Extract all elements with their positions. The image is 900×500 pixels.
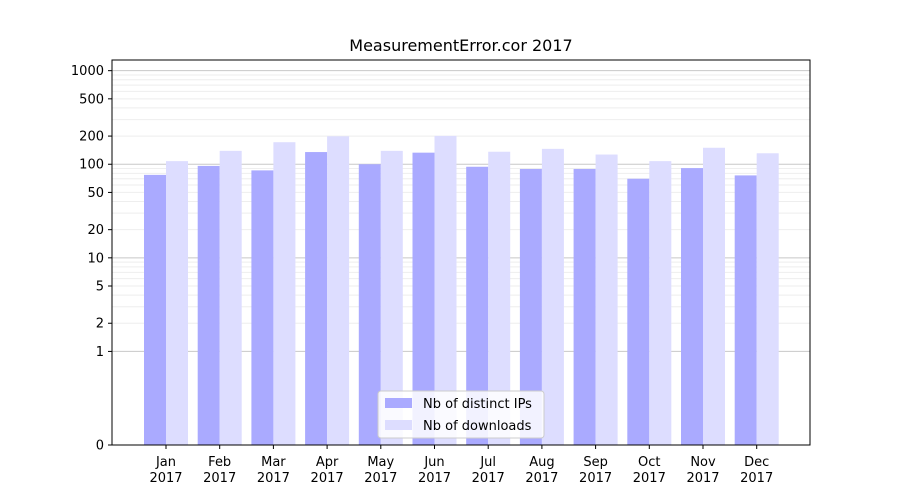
bar-downloads <box>434 135 457 446</box>
x-tick-label: Apr 2017 <box>311 455 344 486</box>
bar-downloads <box>649 161 672 445</box>
y-tick-label: 5 <box>96 280 104 295</box>
legend: Nb of distinct IPs Nb of downloads <box>377 390 545 439</box>
bar-downloads <box>273 142 296 445</box>
bar-downloads <box>488 151 511 445</box>
y-tick-label: 10 <box>87 251 104 266</box>
y-tick-label: 2 <box>96 317 104 332</box>
plot-frame <box>111 59 811 446</box>
legend-frame <box>377 390 545 439</box>
x-tick-label: Aug 2017 <box>525 455 558 486</box>
bar-downloads <box>327 136 350 446</box>
bar-distinct-ips <box>412 152 435 445</box>
bar-downloads <box>166 161 188 445</box>
legend-swatch-downloads <box>385 420 412 430</box>
bar-downloads <box>541 148 564 445</box>
bar-distinct-ips <box>144 174 166 445</box>
bar-distinct-ips <box>573 168 596 445</box>
bar-distinct-ips <box>251 170 274 445</box>
x-tick-label: Oct 2017 <box>633 455 666 486</box>
bar-distinct-ips <box>305 152 328 445</box>
bars <box>144 135 779 446</box>
x-axis-ticks: Jan 2017 Feb 2017 Mar 2017 Apr 2017 May 2017 Jun 20… <box>149 445 773 486</box>
bar-downloads <box>380 150 403 445</box>
y-tick-label: 20 <box>87 223 104 238</box>
bar-distinct-ips <box>681 168 703 445</box>
bar-distinct-ips <box>519 168 542 445</box>
y-tick-label: 1 <box>96 345 104 360</box>
x-tick-label: Jul 2017 <box>472 455 505 486</box>
x-tick-label: Mar 2017 <box>257 455 290 486</box>
bar-distinct-ips <box>466 166 489 446</box>
bar-distinct-ips <box>358 164 381 445</box>
y-tick-label: 100 <box>79 158 104 173</box>
x-tick-label: May 2017 <box>364 455 397 486</box>
chart-title: MeasurementError.cor 2017 <box>349 36 572 55</box>
bar-downloads <box>595 154 618 445</box>
bar-distinct-ips <box>734 175 757 445</box>
bar-distinct-ips <box>627 178 650 446</box>
x-tick-label: Dec 2017 <box>740 455 773 486</box>
legend-label-downloads: Nb of downloads <box>423 419 532 434</box>
y-tick-label: 0 <box>96 439 104 454</box>
x-tick-label: Jan 2017 <box>149 455 182 486</box>
x-tick-label: Jun 2017 <box>418 455 451 486</box>
x-tick-label: Sep 2017 <box>579 455 612 486</box>
bar-downloads <box>219 150 242 445</box>
bar-downloads <box>756 153 779 445</box>
legend-swatch-distinct-ips <box>385 398 412 408</box>
x-tick-label: Feb 2017 <box>203 455 236 486</box>
y-tick-label: 1000 <box>71 64 104 79</box>
bar-distinct-ips <box>197 165 220 445</box>
y-tick-label: 500 <box>79 92 104 107</box>
bar-downloads <box>703 147 725 445</box>
x-tick-label: Nov 2017 <box>686 455 719 486</box>
legend-label-distinct-ips: Nb of distinct IPs <box>423 397 532 412</box>
y-axis-ticks: 0 1 2 5 10 20 50 100 200 500 1000 <box>71 64 112 454</box>
y-tick-label: 200 <box>79 130 104 145</box>
y-tick-label: 50 <box>87 186 104 201</box>
